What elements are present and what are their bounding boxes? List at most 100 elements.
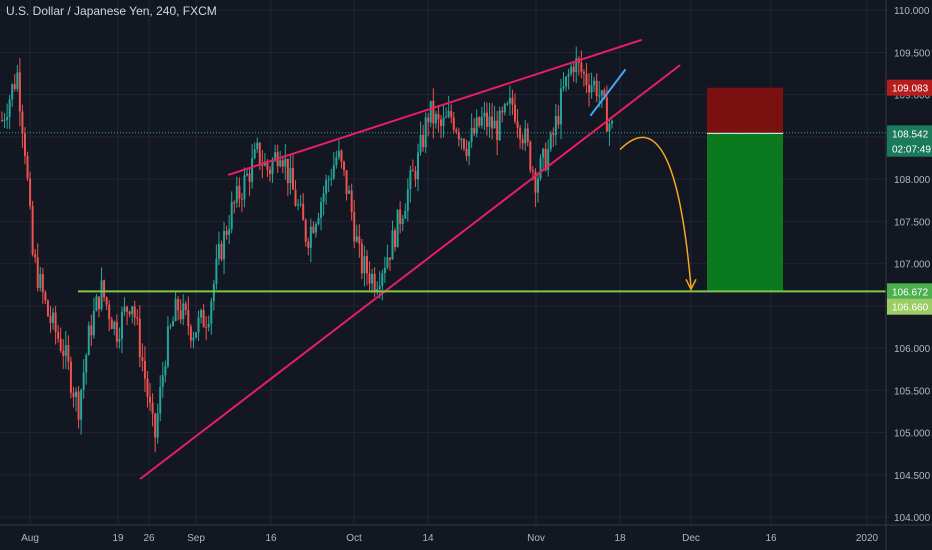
candle-body [151,402,154,414]
candle-body [120,311,123,339]
candle-body [524,128,527,144]
candle-body [205,327,208,329]
candle-body [363,256,366,274]
candle-body [228,228,231,235]
candle-body [567,74,570,77]
candle-body [450,110,453,118]
candle-body [100,280,103,310]
candle-body [197,317,200,333]
candle-body [457,132,460,140]
candle-body [424,117,427,148]
candle-body [432,100,435,124]
candle-body [350,190,353,213]
candle-body [320,201,323,218]
candle-body [133,306,136,318]
candle-body [238,185,241,199]
candle-body [253,149,256,159]
candle-body [317,217,320,225]
price-label: 02:07:49 [892,145,931,156]
candle-body [565,76,568,87]
candle-body [26,155,29,179]
candle-body [240,198,243,200]
price-label-bg [887,79,932,96]
candle-body [164,366,167,376]
candle-body [261,164,264,166]
candle-body [442,117,445,127]
candle-body [501,110,504,113]
candle-body [373,273,376,292]
candle-body [75,391,78,398]
candle-body [473,127,476,134]
candle-body [299,203,302,205]
candle-body [325,180,328,194]
candle-body [281,160,284,167]
candle-body [161,375,164,387]
candle-body [340,150,343,162]
candle-body [266,161,269,170]
candle-body [572,66,575,73]
candle-body [92,310,95,336]
candle-body [378,286,381,290]
candle-body [514,104,517,122]
x-tick-label: 2020 [856,533,879,544]
candle-body [215,258,218,284]
y-tick-label: 105.500 [894,386,931,397]
candle-body [511,97,514,105]
candle-body [138,318,141,358]
candle-body [388,257,391,260]
candle-body [59,338,62,351]
candle-body [580,62,583,72]
candle-body [200,309,203,318]
candle-body [159,386,162,414]
candle-body [470,127,473,142]
candle-body [146,378,149,397]
candle-body [371,273,374,284]
candle-body [67,345,70,362]
forecast-arrow [619,136,692,288]
candle-body [286,158,289,184]
candle-body [268,169,271,174]
candle-body [13,84,16,89]
y-tick-label: 108.000 [894,175,931,186]
candle-body [582,71,585,74]
candle-body [608,123,611,132]
candle-body [166,326,169,367]
price-label: 109.083 [892,84,929,95]
candles [1,46,613,453]
candle-body [90,325,93,336]
candle-body [496,120,499,141]
candle-body [21,111,24,134]
candle-body [274,152,277,161]
candle-body [411,170,414,172]
y-tick-label: 106.000 [894,344,931,355]
y-tick-label: 104.500 [894,471,931,482]
candle-body [126,306,129,312]
candle-body [297,204,300,206]
candle-body [23,133,26,156]
candle-body [80,389,83,420]
candle-body [611,120,613,124]
candle-body [358,236,361,244]
candle-body [570,66,573,75]
candle-body [488,116,491,127]
candle-body [590,85,593,93]
wedge-upper-line [227,38,643,176]
candle-body [480,116,483,126]
candle-body [46,300,49,317]
candle-body [177,298,180,311]
x-tick-label: 16 [765,533,777,544]
candle-body [409,170,412,190]
candle-body [128,311,131,315]
candle-body [391,230,394,260]
candle-body [519,127,522,140]
candle-body [29,178,32,206]
candle-body [399,209,402,224]
price-label: 106.660 [892,303,929,314]
candle-body [108,304,111,320]
candle-body [113,321,116,330]
candle-body [562,86,565,89]
candle-body [437,114,440,120]
candle-body [353,212,356,242]
